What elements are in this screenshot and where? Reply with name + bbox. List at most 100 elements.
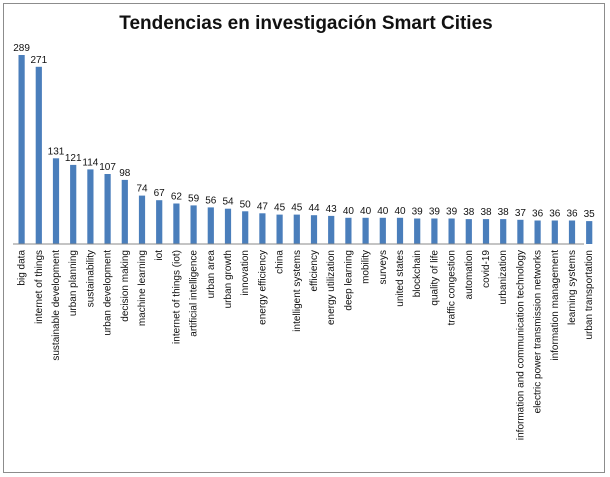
bar-26 [465, 219, 472, 244]
category-label-21: surveys [378, 250, 389, 284]
bar-9 [173, 203, 180, 244]
category-labels-group: big data internet of things sustainable de… [17, 250, 596, 441]
value-label-25: 39 [446, 207, 458, 218]
category-label-2: sustainable development [51, 250, 62, 361]
value-label-21: 40 [377, 206, 389, 217]
value-label-33: 35 [584, 209, 596, 220]
bar-15 [276, 214, 283, 244]
bar-7 [138, 195, 146, 244]
bar-4 [87, 169, 94, 244]
value-label-30: 36 [532, 209, 544, 220]
category-label-20: mobility [361, 250, 372, 284]
value-label-23: 39 [412, 207, 424, 218]
bar-8 [156, 200, 163, 244]
value-label-9: 62 [171, 192, 183, 203]
category-label-9: internet of things (iot) [171, 250, 182, 344]
value-label-24: 39 [429, 207, 441, 218]
bar-27 [482, 219, 490, 244]
category-label-19: deep learning [343, 250, 354, 311]
value-label-11: 56 [205, 195, 217, 206]
bar-1 [35, 66, 42, 244]
category-label-6: decision making [120, 250, 131, 322]
value-label-18: 43 [326, 204, 338, 215]
bar-31 [551, 220, 558, 244]
value-label-20: 40 [360, 206, 372, 217]
bar-25 [448, 218, 455, 244]
bar-5 [104, 174, 111, 244]
value-label-28: 38 [498, 207, 510, 218]
bar-32 [568, 220, 576, 244]
category-label-10: artificial intelligence [189, 250, 200, 337]
value-label-13: 50 [240, 199, 252, 210]
bar-18 [328, 215, 335, 244]
bars-group [18, 55, 593, 244]
value-label-3: 121 [65, 153, 82, 164]
bar-0 [18, 55, 25, 244]
value-label-31: 36 [549, 209, 561, 220]
bar-14 [259, 213, 266, 244]
bar-28 [500, 219, 507, 244]
value-label-10: 59 [188, 193, 200, 204]
value-label-32: 36 [566, 209, 578, 220]
value-label-17: 44 [308, 203, 320, 214]
category-label-28: urbanization [498, 250, 509, 304]
value-label-26: 38 [463, 207, 475, 218]
bar-24 [431, 218, 438, 244]
category-label-18: energy utilization [326, 250, 337, 325]
value-label-7: 74 [136, 184, 148, 195]
value-label-29: 37 [515, 208, 527, 219]
category-label-31: information management [550, 250, 561, 361]
category-label-11: urban area [206, 250, 217, 299]
bar-12 [224, 208, 232, 244]
value-label-8: 67 [154, 188, 166, 199]
category-label-26: automation [464, 250, 475, 299]
value-label-22: 40 [394, 206, 406, 217]
category-label-32: learning systems [567, 250, 578, 325]
value-label-12: 54 [222, 197, 234, 208]
bar-23 [414, 218, 421, 244]
category-label-8: iot [154, 250, 165, 261]
bar-30 [534, 220, 541, 244]
category-label-27: covid-19 [481, 250, 492, 288]
category-label-33: urban transportation [584, 250, 595, 340]
category-label-14: energy efficiency [257, 250, 268, 325]
category-label-17: efficiency [309, 250, 320, 292]
category-label-0: big data [17, 250, 28, 286]
value-label-5: 107 [99, 162, 116, 173]
category-label-16: intelligent systems [292, 250, 303, 332]
bar-21 [379, 217, 386, 244]
category-label-12: urban growth [223, 250, 234, 308]
category-label-1: internet of things [34, 250, 45, 324]
category-label-4: sustainability [85, 250, 96, 307]
category-label-23: blockchain [412, 250, 423, 297]
category-label-15: china [275, 250, 286, 274]
category-label-5: urban development [103, 250, 114, 336]
value-label-16: 45 [291, 203, 303, 214]
category-label-22: united states [395, 250, 406, 307]
bar-13 [242, 211, 249, 244]
bar-33 [586, 221, 593, 244]
bar-19 [345, 217, 352, 244]
bar-17 [310, 215, 318, 244]
category-label-7: machine learning [137, 250, 148, 326]
bar-11 [207, 207, 214, 244]
category-label-30: electric power transmission networks [533, 250, 544, 413]
value-label-2: 131 [48, 146, 65, 157]
category-label-29: information and communication technology [515, 250, 526, 440]
value-label-27: 38 [480, 207, 492, 218]
category-label-24: quality of life [429, 250, 440, 306]
bar-10 [190, 205, 197, 244]
bar-6 [121, 179, 128, 244]
chart-title: Tendencias en investigación Smart Cities [119, 13, 492, 34]
value-label-1: 271 [30, 55, 47, 66]
value-label-14: 47 [257, 201, 269, 212]
category-label-25: traffic congestion [447, 250, 458, 325]
value-label-0: 289 [13, 43, 30, 54]
bar-29 [517, 219, 524, 244]
bar-20 [362, 217, 369, 244]
bar-16 [293, 214, 300, 244]
bar-3 [70, 164, 77, 244]
category-label-13: innovation [240, 250, 251, 296]
